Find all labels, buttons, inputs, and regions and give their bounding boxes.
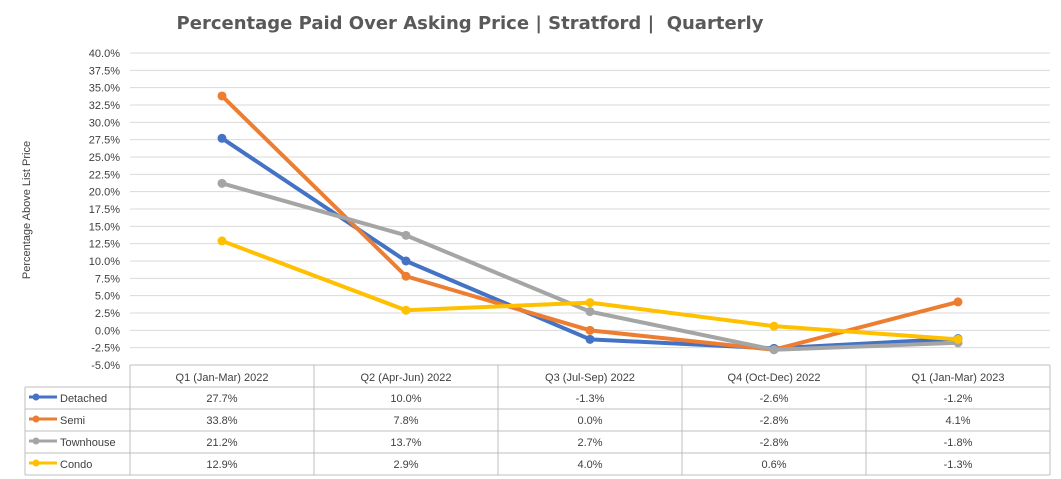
data-label: 13.7% [390, 437, 421, 449]
data-label: 4.0% [577, 459, 602, 471]
data-point [217, 178, 227, 188]
data-label: 0.0% [577, 415, 602, 427]
legend-series-name: Detached [60, 393, 107, 405]
legend-key-marker [32, 459, 40, 467]
data-point [585, 298, 595, 308]
data-label: -1.8% [944, 437, 973, 449]
data-label: 27.7% [206, 393, 237, 405]
x-category-label: Q1 (Jan-Mar) 2023 [912, 372, 1005, 384]
y-tick-label: 15.0% [89, 221, 120, 233]
y-tick-label: -5.0% [91, 360, 120, 372]
series-line [220, 181, 960, 352]
legend-series-name: Semi [60, 415, 85, 427]
y-tick-label: 30.0% [89, 117, 120, 129]
x-category-label: Q2 (Apr-Jun) 2022 [360, 372, 451, 384]
data-point [769, 345, 779, 355]
chart-title: Percentage Paid Over Asking Price | Stra… [177, 13, 764, 34]
data-label: -2.8% [760, 415, 789, 427]
y-tick-label: 20.0% [89, 187, 120, 199]
series-line [220, 238, 960, 342]
data-point [585, 307, 595, 317]
data-label: -2.6% [760, 393, 789, 405]
data-point [953, 297, 963, 307]
data-point [401, 305, 411, 315]
data-point [217, 91, 227, 101]
x-category-label: Q4 (Oct-Dec) 2022 [728, 372, 821, 384]
data-label: 0.6% [761, 459, 786, 471]
data-label: 33.8% [206, 415, 237, 427]
legend-key-marker [32, 393, 40, 401]
data-label: -1.2% [944, 393, 973, 405]
y-tick-label: -2.5% [91, 343, 120, 355]
legend-series-name: Townhouse [60, 437, 116, 449]
y-tick-label: 27.5% [89, 135, 120, 147]
data-table: Q1 (Jan-Mar) 2022 Q2 (Apr-Jun) 2022 Q3 (Ju… [24, 364, 1051, 476]
series-lines [217, 91, 963, 355]
data-label: -1.3% [944, 459, 973, 471]
gridlines [130, 52, 1050, 366]
y-tick-label: 12.5% [89, 239, 120, 251]
x-category-label: Q1 (Jan-Mar) 2022 [176, 372, 269, 384]
data-label: 12.9% [206, 459, 237, 471]
y-tick-label: 25.0% [89, 152, 120, 164]
y-tick-label: 35.0% [89, 83, 120, 95]
y-tick-label: 7.5% [95, 273, 120, 285]
legend-series-name: Condo [60, 459, 92, 471]
y-tick-label: 2.5% [95, 308, 120, 320]
data-point [769, 321, 779, 331]
y-tick-label: 32.5% [89, 100, 120, 112]
data-point [401, 256, 411, 266]
data-point [585, 334, 595, 344]
data-label: 2.9% [393, 459, 418, 471]
data-point [953, 334, 963, 344]
data-label: 4.1% [945, 415, 970, 427]
data-point [401, 230, 411, 240]
x-category-label: Q3 (Jul-Sep) 2022 [545, 372, 635, 384]
legend-key-marker [32, 415, 40, 423]
series-townhouse [217, 178, 963, 355]
data-point [401, 271, 411, 281]
y-tick-label: 10.0% [89, 256, 120, 268]
y-axis-tick-labels: -5.0% -2.5% 0.0% 2.5% 5.0% 7.5% 10.0% 12.5% 15.0… [89, 48, 120, 372]
data-label: -1.3% [576, 393, 605, 405]
y-tick-label: 22.5% [89, 169, 120, 181]
y-tick-label: 5.0% [95, 291, 120, 303]
data-label: -2.8% [760, 437, 789, 449]
data-label: 10.0% [390, 393, 421, 405]
data-point [585, 325, 595, 335]
y-tick-label: 37.5% [89, 65, 120, 77]
y-axis-title: Percentage Above List Price [21, 141, 33, 279]
data-label: 7.8% [393, 415, 418, 427]
data-label: 21.2% [206, 437, 237, 449]
legend-key-marker [32, 437, 40, 445]
y-tick-label: 40.0% [89, 48, 120, 60]
data-point [217, 133, 227, 143]
data-point [217, 236, 227, 246]
series-condo [217, 236, 963, 344]
y-tick-label: 17.5% [89, 204, 120, 216]
data-label: 2.7% [577, 437, 602, 449]
y-tick-label: 0.0% [95, 325, 120, 337]
